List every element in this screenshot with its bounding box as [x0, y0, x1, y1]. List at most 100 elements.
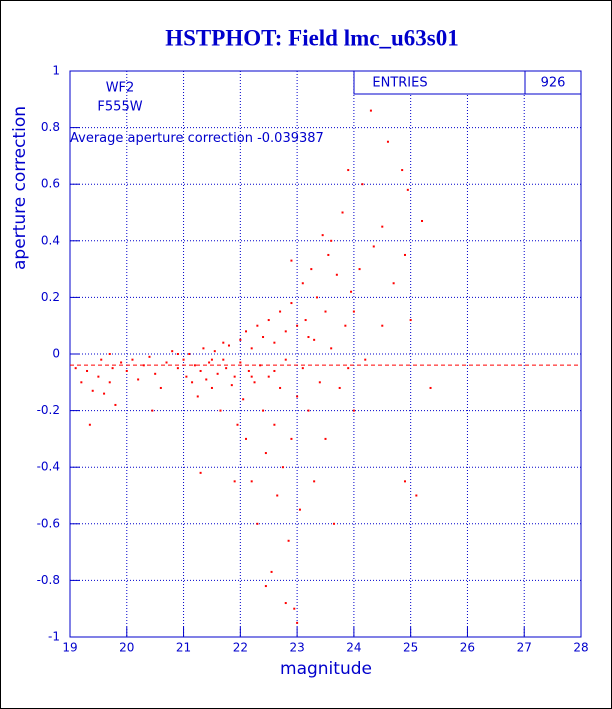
point — [88, 423, 91, 426]
point — [245, 437, 248, 440]
point — [159, 386, 162, 389]
x-tick-label: 25 — [403, 641, 418, 655]
point — [114, 403, 117, 406]
point — [369, 109, 372, 112]
point — [210, 358, 213, 361]
point — [262, 336, 265, 339]
x-tick-label: 19 — [62, 641, 77, 655]
point — [330, 239, 333, 242]
point — [111, 367, 114, 370]
chart-title: HSTPHOT: Field lmc_u63s01 — [165, 25, 458, 50]
point — [273, 341, 276, 344]
point — [270, 570, 273, 573]
point — [401, 169, 404, 172]
y-tick-label: -1 — [48, 630, 60, 644]
x-tick-label: 26 — [460, 641, 475, 655]
point — [137, 378, 140, 381]
point — [330, 347, 333, 350]
point — [165, 361, 168, 364]
point — [267, 319, 270, 322]
point — [148, 355, 151, 358]
point — [296, 621, 299, 624]
plot-frame — [69, 70, 582, 638]
point — [421, 219, 424, 222]
point — [290, 259, 293, 262]
point — [310, 268, 313, 271]
point — [227, 344, 230, 347]
x-tick-label: 22 — [233, 641, 248, 655]
point — [202, 347, 205, 350]
point — [307, 336, 310, 339]
y-tick-label: -0.4 — [37, 460, 60, 474]
point — [264, 585, 267, 588]
y-tick-label: -0.2 — [37, 403, 60, 417]
point — [171, 350, 174, 353]
point — [372, 245, 375, 248]
point — [318, 381, 321, 384]
point — [415, 494, 418, 497]
point — [247, 369, 250, 372]
point — [193, 364, 196, 367]
point — [256, 324, 259, 327]
point — [262, 409, 265, 412]
x-tick-label: 23 — [289, 641, 304, 655]
point — [239, 361, 242, 364]
point — [108, 381, 111, 384]
y-axis-title: aperture correction — [10, 106, 30, 270]
average-value: -0.039387 — [257, 131, 324, 146]
annotation: F555W — [97, 100, 142, 115]
point — [80, 381, 83, 384]
point — [409, 319, 412, 322]
point — [392, 282, 395, 285]
point — [281, 466, 284, 469]
point — [344, 324, 347, 327]
point — [208, 361, 211, 364]
y-tick-label: 0.8 — [41, 120, 60, 134]
point — [250, 375, 253, 378]
point — [131, 358, 134, 361]
point — [154, 372, 157, 375]
point — [347, 169, 350, 172]
point — [352, 409, 355, 412]
point — [196, 395, 199, 398]
x-tick-label: 24 — [346, 641, 361, 655]
point — [301, 367, 304, 370]
point — [406, 188, 409, 191]
point — [315, 296, 318, 299]
entries-value: 926 — [541, 76, 566, 91]
point — [296, 324, 299, 327]
point — [239, 338, 242, 341]
point — [352, 310, 355, 313]
point — [253, 381, 256, 384]
x-tick-label: 20 — [119, 641, 134, 655]
y-tick-label: 0.6 — [41, 177, 60, 191]
point — [245, 330, 248, 333]
point — [216, 372, 219, 375]
entries-label: ENTRIES — [372, 76, 427, 91]
point — [403, 253, 406, 256]
point — [256, 522, 259, 525]
point — [182, 358, 185, 361]
point — [97, 375, 100, 378]
point — [386, 140, 389, 143]
point — [335, 273, 338, 276]
point — [151, 409, 154, 412]
point — [222, 358, 225, 361]
point — [304, 319, 307, 322]
y-tick-label: 0 — [52, 347, 60, 361]
point — [324, 437, 327, 440]
y-tick-label: 0.2 — [41, 290, 60, 304]
point — [120, 361, 123, 364]
point — [293, 607, 296, 610]
point — [91, 389, 94, 392]
point — [233, 375, 236, 378]
point — [191, 381, 194, 384]
point — [108, 353, 111, 355]
x-tick-label: 21 — [176, 641, 191, 655]
point — [242, 398, 245, 401]
point — [230, 384, 233, 387]
point — [290, 302, 293, 305]
point — [233, 480, 236, 483]
y-tick-label: -0.8 — [37, 573, 60, 587]
